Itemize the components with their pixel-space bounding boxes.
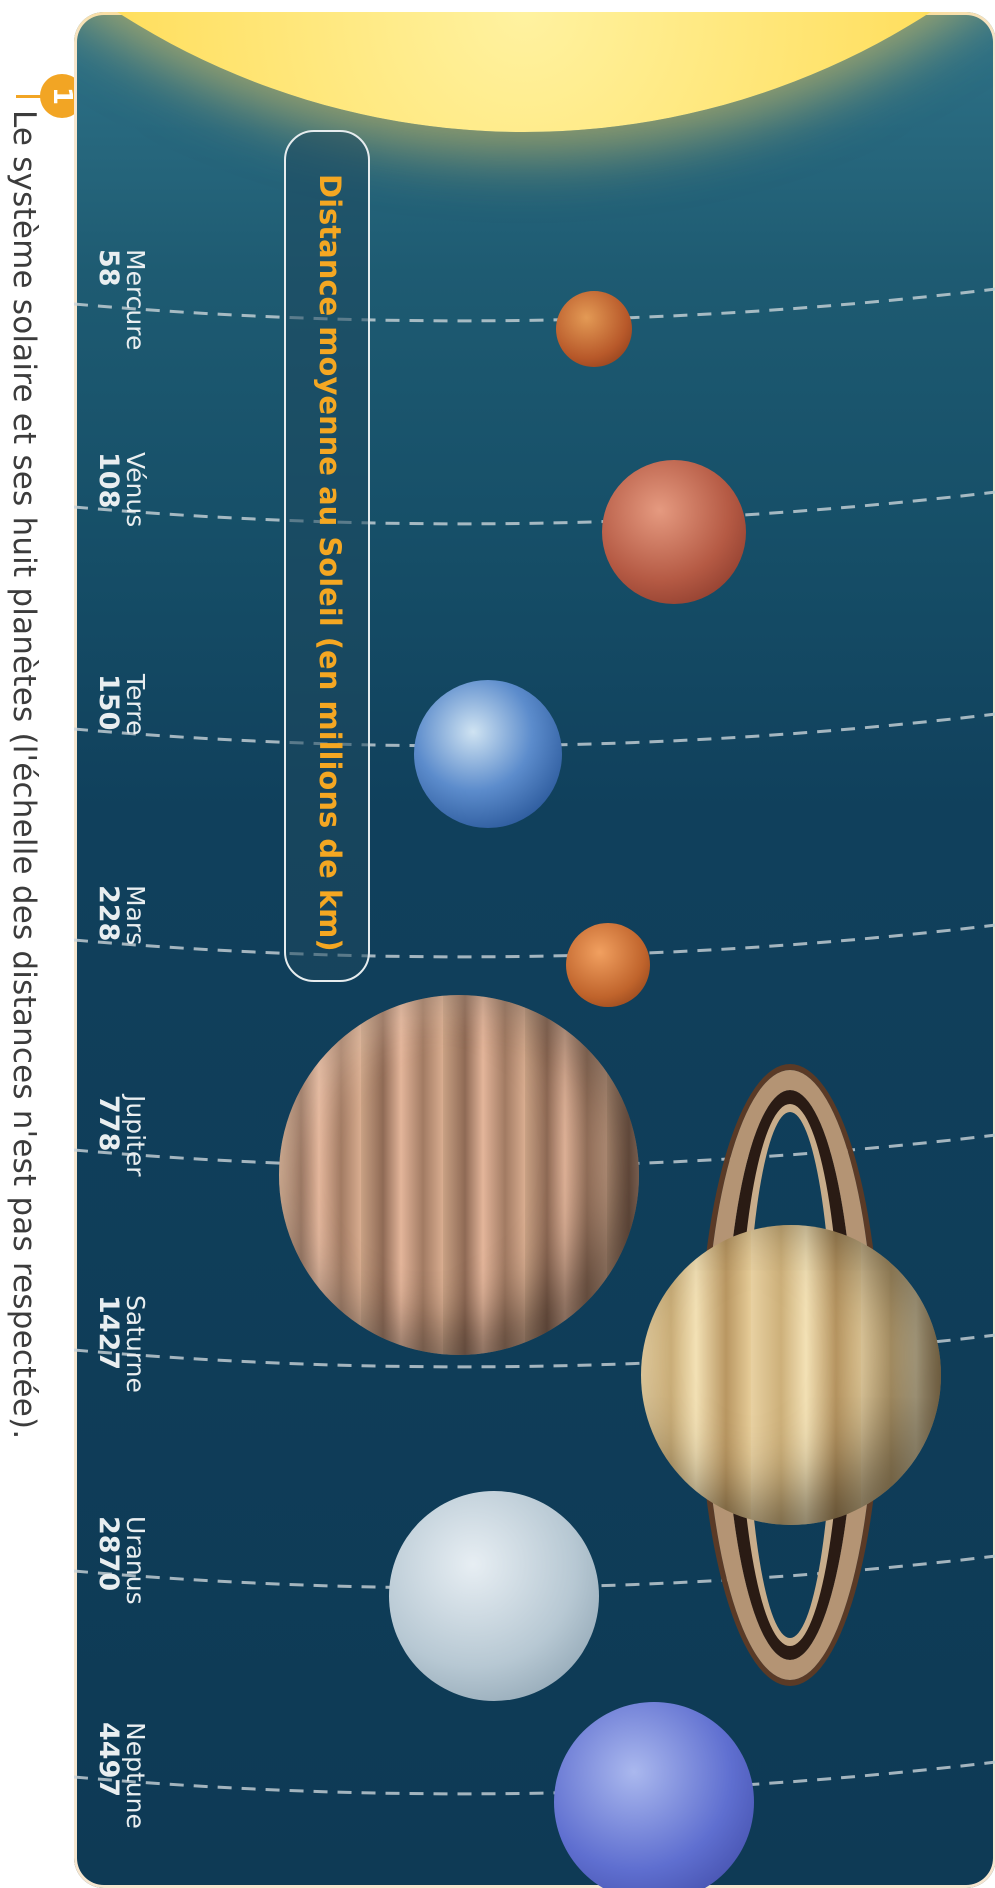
- planet-name: Mars: [121, 885, 150, 946]
- planet-label: Terre 150: [92, 674, 150, 736]
- planet-name: Vénus: [121, 452, 150, 528]
- planet-label: Saturne 1427: [92, 1295, 150, 1393]
- planet-label: Neptune 4497: [92, 1722, 150, 1829]
- planet-distance: 4497: [92, 1722, 124, 1798]
- planet-saturne: [641, 1225, 941, 1525]
- planet-distance: 58: [92, 249, 124, 287]
- planet-label: Vénus 108: [92, 452, 150, 528]
- planet-distance: 778: [92, 1095, 124, 1152]
- planet-vénus: [602, 460, 746, 604]
- planet-name: Mercure: [121, 249, 150, 351]
- planet-label: Jupiter 778: [92, 1095, 150, 1177]
- planet-name: Saturne: [121, 1295, 150, 1393]
- badge-connector: [16, 95, 42, 98]
- planet-name: Uranus: [121, 1516, 150, 1605]
- orbit-mercure: [74, 287, 995, 323]
- planet-terre: [414, 680, 562, 828]
- distance-title-box: Distance moyenne au Soleil (en millions …: [284, 130, 370, 982]
- planet-name: Jupiter: [121, 1095, 150, 1177]
- distance-title: Distance moyenne au Soleil (en millions …: [313, 174, 347, 952]
- planet-distance: 2870: [92, 1516, 124, 1592]
- planet-label: Mercure 58: [92, 249, 150, 351]
- caption-text: Le système solaire et ses huit planètes …: [6, 110, 42, 1440]
- planet-label: Uranus 2870: [92, 1516, 150, 1605]
- planet-mercure: [556, 291, 632, 367]
- planet-distance: 228: [92, 885, 124, 942]
- orbit-mars: [74, 923, 995, 959]
- planet-jupiter: [279, 995, 639, 1355]
- planet-uranus: [389, 1491, 599, 1701]
- planet-neptune: [554, 1702, 754, 1888]
- planet-name: Neptune: [121, 1722, 150, 1829]
- orbit-neptune: [74, 1760, 995, 1796]
- figure-caption: Le système solaire et ses huit planètes …: [6, 110, 46, 1770]
- planet-label: Mars 228: [92, 885, 150, 946]
- planet-distance: 108: [92, 452, 124, 509]
- solar-system-panel: Distance moyenne au Soleil (en millions …: [74, 12, 995, 1888]
- orbit-saturne: [74, 1333, 995, 1369]
- planet-mars: [566, 923, 650, 1007]
- planet-distance: 1427: [92, 1295, 124, 1371]
- planet-name: Terre: [121, 674, 150, 736]
- orbit-vénus: [74, 490, 995, 526]
- planet-distance: 150: [92, 674, 124, 731]
